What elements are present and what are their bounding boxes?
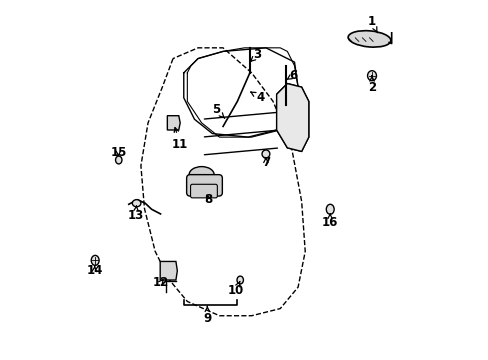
- Text: 16: 16: [321, 213, 337, 229]
- Text: 12: 12: [152, 276, 168, 289]
- Text: 9: 9: [203, 306, 211, 325]
- Ellipse shape: [237, 276, 243, 284]
- Ellipse shape: [325, 204, 333, 214]
- Text: 7: 7: [262, 156, 269, 168]
- Text: 2: 2: [367, 76, 375, 94]
- Ellipse shape: [91, 255, 99, 265]
- Text: 5: 5: [211, 103, 224, 118]
- Ellipse shape: [189, 167, 214, 183]
- Ellipse shape: [115, 156, 122, 164]
- Text: 8: 8: [204, 193, 212, 206]
- FancyBboxPatch shape: [186, 175, 222, 196]
- Polygon shape: [276, 84, 308, 152]
- Ellipse shape: [347, 31, 390, 47]
- Text: 3: 3: [250, 49, 261, 62]
- Ellipse shape: [367, 71, 376, 81]
- Text: 6: 6: [286, 69, 297, 82]
- Text: 15: 15: [110, 146, 126, 159]
- Polygon shape: [160, 261, 177, 280]
- Text: 4: 4: [250, 91, 264, 104]
- FancyBboxPatch shape: [190, 184, 217, 198]
- Text: 14: 14: [86, 264, 102, 276]
- Text: 10: 10: [227, 282, 243, 297]
- Polygon shape: [167, 116, 180, 130]
- Ellipse shape: [262, 150, 269, 158]
- Text: 13: 13: [127, 206, 143, 222]
- Text: 1: 1: [366, 14, 377, 33]
- Text: 11: 11: [172, 127, 188, 151]
- Ellipse shape: [132, 200, 141, 207]
